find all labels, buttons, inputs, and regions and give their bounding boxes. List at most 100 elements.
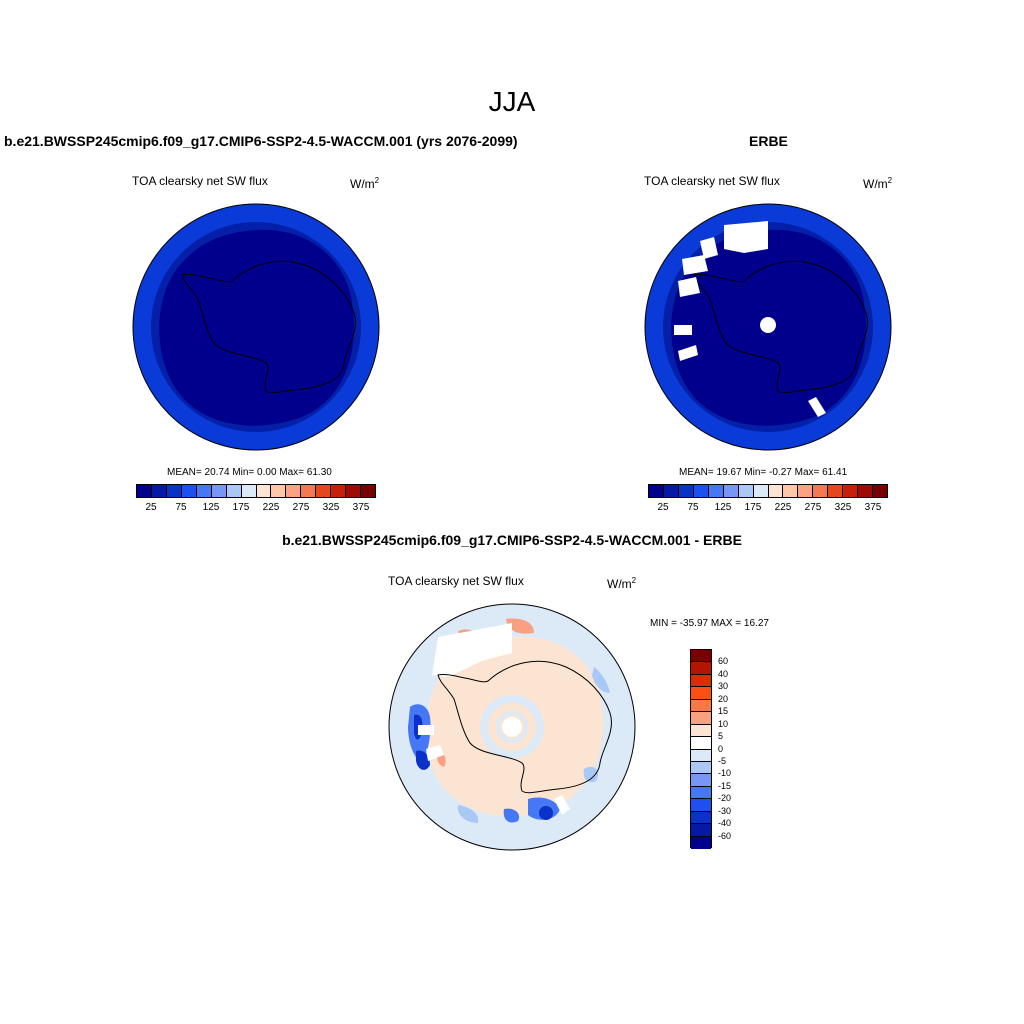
colorbar-tick-label: 15 xyxy=(718,706,729,717)
units-label-obs: W/m2 xyxy=(863,176,893,191)
antarctica-coastline xyxy=(437,660,612,794)
colorbar-swatch xyxy=(691,674,711,688)
colorbar-swatch xyxy=(873,485,887,497)
polar-map-diff xyxy=(388,603,636,851)
colorbar-swatch xyxy=(331,485,347,497)
colorbar-diff xyxy=(690,649,712,849)
colorbar-swatch xyxy=(691,712,711,725)
antarctica-coastline xyxy=(181,260,356,394)
colorbar-tick-label: 275 xyxy=(804,502,822,513)
colorbar-swatch xyxy=(691,650,711,663)
polar-map-model xyxy=(132,203,380,451)
colorbar-tick-label: -40 xyxy=(718,818,732,829)
colorbar-tick-label: -5 xyxy=(718,755,727,766)
colorbar-swatch xyxy=(723,485,739,497)
colorbar-swatch xyxy=(691,824,711,837)
colorbar-swatch xyxy=(693,485,709,497)
colorbar-swatch xyxy=(708,485,724,497)
season-title: JJA xyxy=(488,86,536,117)
colorbar-tick-label: -15 xyxy=(718,780,732,791)
colorbar-swatch xyxy=(316,485,332,497)
colorbar-swatch xyxy=(691,749,711,762)
colorbar-swatch xyxy=(813,485,829,497)
variable-label-obs: TOA clearsky net SW flux xyxy=(644,174,780,188)
colorbar-swatch xyxy=(691,836,711,849)
colorbar-swatch xyxy=(691,774,711,787)
panel-title-diff: b.e21.BWSSP245cmip6.f09_g17.CMIP6-SSP2-4… xyxy=(282,532,742,548)
colorbar-tick-label: 75 xyxy=(175,502,187,513)
panel-title-obs: ERBE xyxy=(749,133,788,149)
colorbar-swatch xyxy=(691,786,711,800)
polar-map-obs xyxy=(644,203,892,451)
colorbar-tick-label: 375 xyxy=(864,502,882,513)
colorbar-swatch xyxy=(738,485,754,497)
colorbar-tick-label: 20 xyxy=(718,693,729,704)
colorbar-swatch xyxy=(271,485,287,497)
colorbar-swatch xyxy=(783,485,799,497)
colorbar-swatch xyxy=(301,485,317,497)
colorbar-tick-label: 60 xyxy=(718,656,729,667)
colorbar-tick-label: 125 xyxy=(202,502,220,513)
colorbar-swatch xyxy=(753,485,769,497)
colorbar-swatch xyxy=(663,485,679,497)
colorbar-tick-label: 325 xyxy=(834,502,852,513)
colorbar-tick-label: 275 xyxy=(292,502,310,513)
colorbar-swatch xyxy=(798,485,814,497)
colorbar-swatch xyxy=(286,485,302,497)
colorbar-tick-label: 75 xyxy=(687,502,699,513)
colorbar-swatch xyxy=(768,485,784,497)
units-label-model: W/m2 xyxy=(350,176,380,191)
colorbar-swatch xyxy=(181,485,197,497)
colorbar-swatch xyxy=(843,485,859,497)
colorbar-tick-label: 30 xyxy=(718,681,729,692)
colorbar-tick-label: -20 xyxy=(718,793,732,804)
colorbar-tick-label: 40 xyxy=(718,668,729,679)
colorbar-tick-label: 375 xyxy=(352,502,370,513)
colorbar-swatch xyxy=(691,761,711,775)
colorbar-swatch xyxy=(649,485,664,497)
colorbar-swatch xyxy=(678,485,694,497)
colorbar-swatch xyxy=(691,662,711,675)
colorbar-swatch xyxy=(226,485,242,497)
colorbar-swatch xyxy=(828,485,844,497)
stats-obs: MEAN= 19.67 Min= -0.27 Max= 61.41 xyxy=(679,467,848,478)
colorbar-swatch xyxy=(691,699,711,713)
colorbar-swatch xyxy=(691,687,711,700)
colorbar-tick-label: 325 xyxy=(322,502,340,513)
colorbar-tick-label: -30 xyxy=(718,805,732,816)
units-label-diff: W/m2 xyxy=(607,576,637,591)
colorbar-model xyxy=(136,484,376,498)
colorbar-tick-label: -10 xyxy=(718,768,732,779)
colorbar-tick-label: 175 xyxy=(232,502,250,513)
colorbar-swatch xyxy=(361,485,375,497)
antarctica-coastline xyxy=(693,260,868,394)
colorbar-swatch xyxy=(241,485,257,497)
colorbar-swatch xyxy=(137,485,152,497)
colorbar-swatch xyxy=(196,485,212,497)
colorbar-tick-label: 175 xyxy=(744,502,762,513)
colorbar-swatch xyxy=(346,485,362,497)
colorbar-tick-label: -60 xyxy=(718,830,732,841)
panel-title-model: b.e21.BWSSP245cmip6.f09_g17.CMIP6-SSP2-4… xyxy=(4,133,518,149)
colorbar-swatch xyxy=(858,485,874,497)
colorbar-obs xyxy=(648,484,888,498)
colorbar-swatch xyxy=(691,724,711,738)
colorbar-swatch xyxy=(151,485,167,497)
colorbar-tick-label: 25 xyxy=(657,502,669,513)
colorbar-tick-label: 25 xyxy=(145,502,157,513)
stats-model: MEAN= 20.74 Min= 0.00 Max= 61.30 xyxy=(167,467,332,478)
colorbar-tick-label: 0 xyxy=(718,743,724,754)
variable-label-diff: TOA clearsky net SW flux xyxy=(388,574,524,588)
colorbar-tick-label: 5 xyxy=(718,731,724,742)
colorbar-swatch xyxy=(256,485,272,497)
colorbar-tick-label: 125 xyxy=(714,502,732,513)
colorbar-swatch xyxy=(691,811,711,825)
stats-diff: MIN = -35.97 MAX = 16.27 xyxy=(650,618,769,629)
colorbar-tick-label: 10 xyxy=(718,718,729,729)
colorbar-tick-label: 225 xyxy=(262,502,280,513)
colorbar-tick-label: 225 xyxy=(774,502,792,513)
variable-label-model: TOA clearsky net SW flux xyxy=(132,174,268,188)
colorbar-swatch xyxy=(166,485,182,497)
missing-data-patches xyxy=(418,623,570,815)
colorbar-swatch xyxy=(211,485,227,497)
